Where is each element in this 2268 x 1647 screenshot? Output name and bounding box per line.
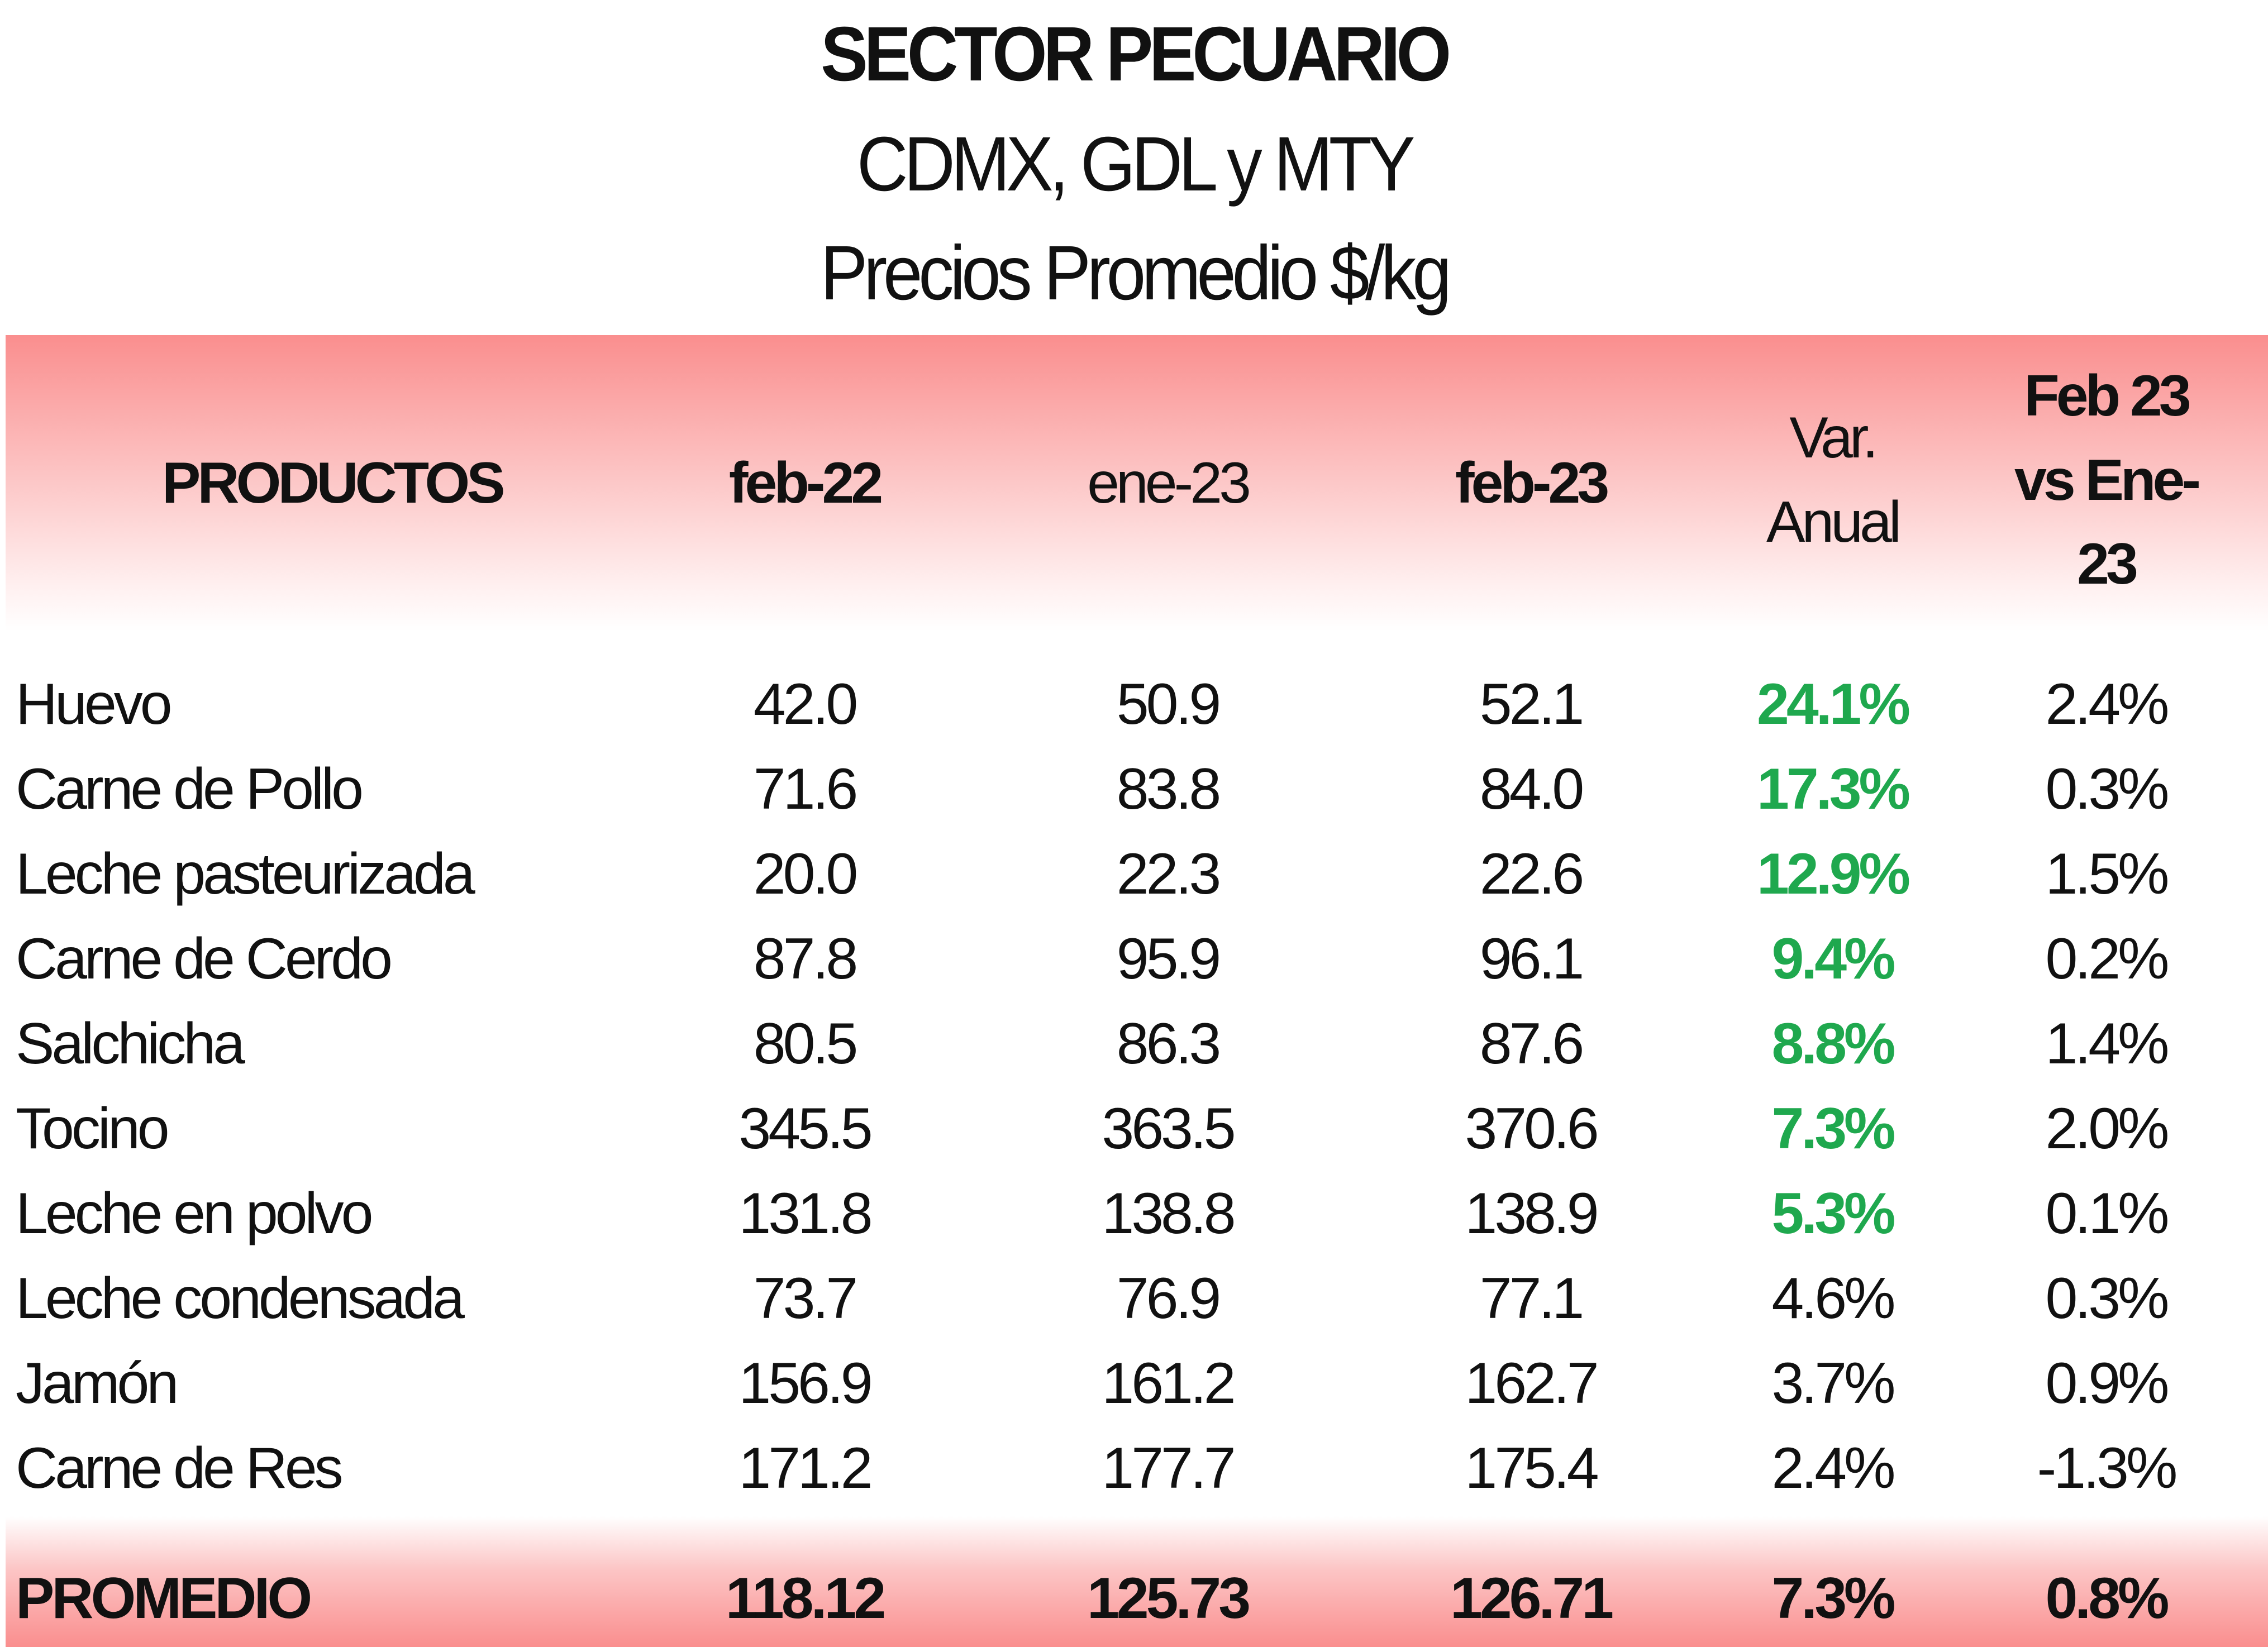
header-var-anual-line1: Var.: [1789, 405, 1878, 471]
cell-producto: Jamón: [16, 1351, 179, 1416]
total-row: PROMEDIO 118.12 125.73 126.71 7.3% 0.8%: [0, 1556, 2268, 1641]
table-row: Leche en polvo 131.8 138.8 138.9 5.3% 0.1%: [0, 1171, 2268, 1256]
cell-ene23: 22.3: [1116, 842, 1221, 906]
header-feb23: feb-23: [1455, 450, 1609, 515]
cell-feb23: 22.6: [1479, 842, 1584, 906]
total-var-anual: 7.3%: [1771, 1566, 1895, 1631]
cell-feb23: 87.6: [1479, 1011, 1584, 1076]
cell-var-anual: 17.3%: [1757, 757, 1910, 822]
cell-var-anual: 3.7%: [1771, 1351, 1895, 1416]
cell-ene23: 177.7: [1102, 1436, 1236, 1501]
cell-feb-vs-ene: 1.5%: [2045, 842, 2169, 906]
cell-feb23: 84.0: [1479, 757, 1584, 822]
cell-producto: Carne de Pollo: [16, 757, 364, 822]
cell-ene23: 86.3: [1116, 1011, 1221, 1076]
cell-ene23: 363.5: [1102, 1096, 1236, 1161]
cell-var-anual: 2.4%: [1771, 1436, 1895, 1501]
total-ene23: 125.73: [1087, 1566, 1251, 1631]
total-feb23: 126.71: [1450, 1566, 1614, 1631]
table-row: Leche condensada 73.7 76.9 77.1 4.6% 0.3%: [0, 1256, 2268, 1341]
cell-feb23: 138.9: [1465, 1181, 1599, 1246]
total-feb-vs-ene: 0.8%: [2045, 1566, 2169, 1631]
cell-var-anual: 24.1%: [1757, 672, 1910, 737]
cell-feb-vs-ene: 2.0%: [2045, 1096, 2169, 1161]
page-title: SECTOR PECUARIO: [821, 11, 1451, 97]
footer-band: [6, 1516, 2268, 1647]
cell-feb23: 77.1: [1479, 1266, 1584, 1331]
cell-var-anual: 12.9%: [1757, 842, 1910, 906]
header-ene23: ene-23: [1087, 450, 1251, 515]
cell-producto: Tocino: [16, 1096, 170, 1161]
cell-feb-vs-ene: 0.3%: [2045, 757, 2169, 822]
header-var-anual-line2: Anual: [1766, 490, 1902, 555]
table-row: Carne de Res 171.2 177.7 175.4 2.4% -1.3%: [0, 1426, 2268, 1511]
cell-feb-vs-ene: 1.4%: [2045, 1011, 2169, 1076]
cell-feb22: 73.7: [753, 1266, 858, 1331]
cell-ene23: 83.8: [1116, 757, 1221, 822]
header-var-anual: Var. Anual: [1721, 397, 1944, 564]
cell-feb22: 171.2: [738, 1436, 873, 1501]
header-feb22: feb-22: [728, 450, 883, 515]
table-row: Carne de Cerdo 87.8 95.9 96.1 9.4% 0.2%: [0, 916, 2268, 1001]
cell-feb-vs-ene: 0.3%: [2045, 1266, 2169, 1331]
header-productos: PRODUCTOS: [162, 450, 506, 515]
table-header: PRODUCTOS feb-22 ene-23 feb-23 Var. Anua…: [0, 335, 2268, 631]
cell-feb23: 370.6: [1465, 1096, 1599, 1161]
table-row: Carne de Pollo 71.6 83.8 84.0 17.3% 0.3%: [0, 747, 2268, 832]
cell-feb22: 71.6: [753, 757, 858, 822]
header-band: [6, 335, 2268, 631]
header-feb-vs-ene: Feb 23 vs Ene-23: [1994, 364, 2218, 597]
cell-feb23: 175.4: [1465, 1436, 1599, 1501]
cell-producto: Carne de Res: [16, 1436, 344, 1501]
cell-producto: Carne de Cerdo: [16, 927, 393, 991]
cell-feb22: 42.0: [753, 672, 858, 737]
cell-producto: Salchicha: [16, 1011, 245, 1076]
cell-ene23: 95.9: [1116, 927, 1221, 991]
table-row: Tocino 345.5 363.5 370.6 7.3% 2.0%: [0, 1086, 2268, 1171]
cell-producto: Huevo: [16, 672, 173, 737]
cell-feb22: 20.0: [753, 842, 858, 906]
table-row: Jamón 156.9 161.2 162.7 3.7% 0.9%: [0, 1341, 2268, 1426]
cell-feb-vs-ene: 0.1%: [2045, 1181, 2169, 1246]
cell-producto: Leche condensada: [16, 1266, 465, 1331]
page-subtitle-units: Precios Promedio $/kg: [820, 230, 1452, 316]
cell-feb22: 345.5: [738, 1096, 873, 1161]
cell-feb22: 131.8: [738, 1181, 873, 1246]
cell-producto: Leche en polvo: [16, 1181, 373, 1246]
cell-feb22: 87.8: [753, 927, 858, 991]
cell-ene23: 76.9: [1116, 1266, 1221, 1331]
cell-var-anual: 9.4%: [1771, 927, 1895, 991]
cell-var-anual: 5.3%: [1771, 1181, 1895, 1246]
total-feb22: 118.12: [725, 1566, 886, 1631]
cell-ene23: 161.2: [1102, 1351, 1236, 1416]
cell-feb-vs-ene: 0.9%: [2045, 1351, 2169, 1416]
cell-feb22: 156.9: [738, 1351, 873, 1416]
cell-var-anual: 8.8%: [1771, 1011, 1895, 1076]
cell-feb-vs-ene: 0.2%: [2045, 927, 2169, 991]
table-row: Leche pasteurizada 20.0 22.3 22.6 12.9% 1.5%: [0, 832, 2268, 916]
title-block: SECTOR PECUARIO CDMX, GDL y MTY Precios …: [0, 0, 2268, 335]
page-subtitle-region: CDMX, GDL y MTY: [856, 121, 1416, 207]
cell-var-anual: 4.6%: [1771, 1266, 1895, 1331]
cell-producto: Leche pasteurizada: [16, 842, 475, 906]
cell-feb22: 80.5: [753, 1011, 858, 1076]
cell-ene23: 138.8: [1102, 1181, 1236, 1246]
cell-var-anual: 7.3%: [1771, 1096, 1895, 1161]
header-feb-vs-ene-line2: vs Ene-23: [2014, 447, 2201, 597]
cell-feb-vs-ene: -1.3%: [2037, 1436, 2178, 1501]
cell-ene23: 50.9: [1116, 672, 1221, 737]
table-row: Huevo 42.0 50.9 52.1 24.1% 2.4%: [0, 662, 2268, 747]
header-feb-vs-ene-line1: Feb 23: [2024, 363, 2191, 428]
total-label: PROMEDIO: [16, 1566, 312, 1631]
cell-feb23: 52.1: [1479, 672, 1584, 737]
table-row: Salchicha 80.5 86.3 87.6 8.8% 1.4%: [0, 1001, 2268, 1086]
cell-feb-vs-ene: 2.4%: [2045, 672, 2169, 737]
cell-feb23: 162.7: [1465, 1351, 1599, 1416]
cell-feb23: 96.1: [1479, 927, 1584, 991]
